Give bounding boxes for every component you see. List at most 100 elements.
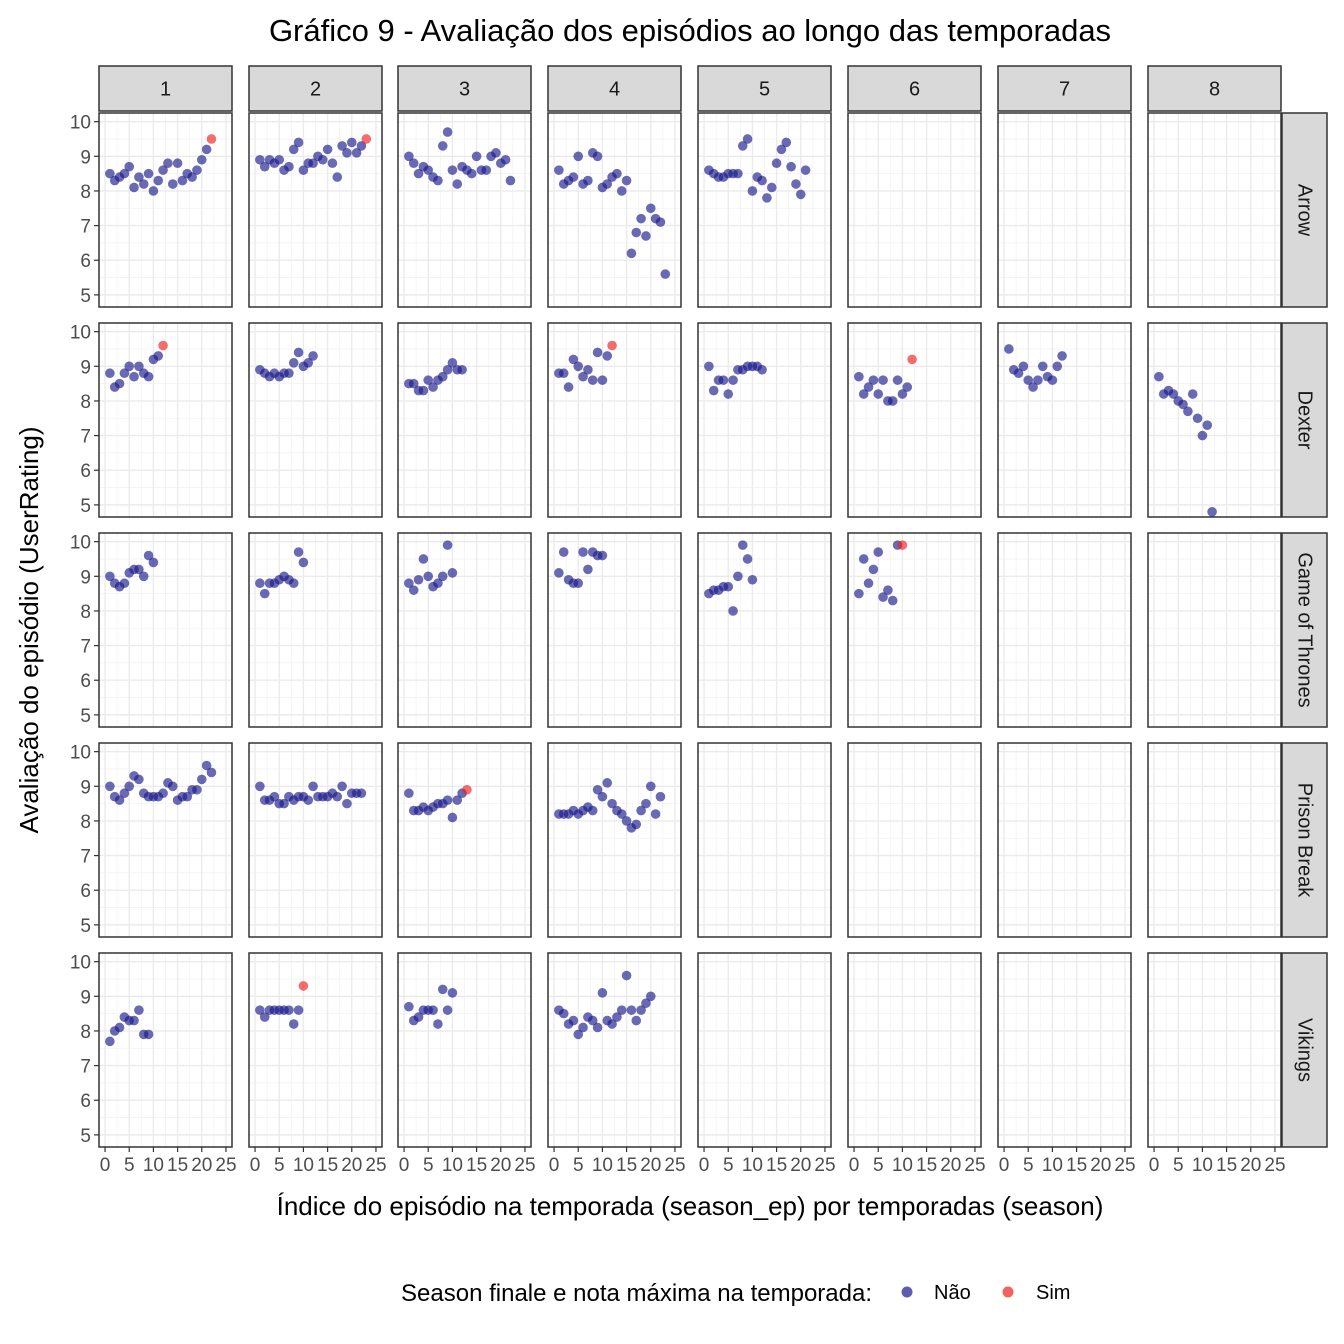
data-point xyxy=(433,578,443,589)
data-point xyxy=(428,382,438,392)
data-point xyxy=(1168,389,1179,399)
data-point xyxy=(558,547,569,557)
y-tick-label: 10 xyxy=(70,743,91,764)
data-point xyxy=(621,970,632,981)
y-tick-label: 5 xyxy=(80,496,91,517)
data-point xyxy=(158,788,168,799)
y-tick-label: 10 xyxy=(70,533,91,554)
x-tick-label: 10 xyxy=(742,1155,763,1176)
panel-dexter-season-7 xyxy=(998,323,1131,517)
chart-title: Gráfico 9 - Avaliação dos episódios ao l… xyxy=(269,13,1111,48)
data-point xyxy=(423,571,434,582)
data-point xyxy=(592,151,603,162)
data-point xyxy=(868,375,879,385)
x-tick-label: 0 xyxy=(399,1155,410,1176)
data-point xyxy=(1178,399,1188,410)
panel-game-of-thrones-season-8 xyxy=(1148,533,1281,727)
panel-border xyxy=(697,952,832,1148)
data-point xyxy=(641,998,651,1009)
data-point xyxy=(119,368,130,379)
y-tick-label: 9 xyxy=(80,777,91,798)
data-point xyxy=(192,784,202,795)
column-strip-label: 2 xyxy=(310,79,321,101)
data-point-finale xyxy=(897,540,908,550)
x-tick-label: 10 xyxy=(1192,1155,1213,1176)
data-point xyxy=(1033,375,1043,385)
data-point xyxy=(192,165,202,175)
y-tick-label: 8 xyxy=(80,392,91,413)
data-point-finale xyxy=(206,134,217,144)
data-point xyxy=(143,168,154,179)
data-point xyxy=(322,144,333,155)
data-point xyxy=(148,186,159,196)
row-strip-game-of-thrones xyxy=(1281,532,1328,728)
data-point xyxy=(428,1005,438,1015)
x-tick-label: 15 xyxy=(616,1155,637,1176)
data-point xyxy=(1047,375,1058,385)
data-point xyxy=(592,784,603,795)
legend-key-nao xyxy=(901,1286,913,1298)
data-point xyxy=(413,168,424,179)
x-tick-label: 5 xyxy=(1023,1155,1034,1176)
panel-game-of-thrones-season-1 xyxy=(99,533,232,727)
panel-vikings-season-2 xyxy=(249,953,382,1147)
data-point xyxy=(592,347,603,358)
data-point xyxy=(558,368,569,379)
data-point xyxy=(1013,368,1024,379)
data-point xyxy=(1052,361,1063,372)
panel-game-of-thrones-season-2 xyxy=(249,533,382,727)
panel-border xyxy=(697,112,832,308)
panel-border xyxy=(1147,952,1282,1148)
y-tick-label: 8 xyxy=(80,1022,91,1043)
x-tick-label: 20 xyxy=(640,1155,661,1176)
legend-label-nao: Não xyxy=(934,1282,971,1304)
panel-border xyxy=(248,112,383,308)
panel-game-of-thrones-season-3 xyxy=(398,533,531,727)
data-point xyxy=(119,788,130,799)
data-point xyxy=(854,371,864,382)
panel-border xyxy=(847,742,982,938)
data-point xyxy=(723,389,734,399)
data-point xyxy=(568,1015,579,1026)
y-tick-label: 8 xyxy=(80,812,91,833)
panel-arrow-season-3 xyxy=(398,113,531,307)
data-point xyxy=(578,371,588,382)
data-point xyxy=(293,547,304,557)
data-point xyxy=(655,217,666,227)
panel-game-of-thrones-season-7 xyxy=(998,533,1131,727)
data-point xyxy=(1018,361,1029,372)
data-point xyxy=(573,151,584,162)
data-point xyxy=(408,378,419,389)
data-point xyxy=(182,791,193,802)
x-tick-label: 0 xyxy=(100,1155,111,1176)
data-point xyxy=(201,144,212,155)
data-point xyxy=(573,1029,584,1040)
x-tick-label: 20 xyxy=(790,1155,811,1176)
data-point xyxy=(342,798,352,809)
row-strip-vikings xyxy=(1281,952,1328,1148)
data-point xyxy=(631,1015,642,1026)
data-point xyxy=(167,179,178,189)
data-point xyxy=(423,165,434,175)
x-tick-label: 5 xyxy=(423,1155,434,1176)
data-point xyxy=(288,1019,299,1029)
data-point xyxy=(902,382,913,392)
data-point xyxy=(288,144,299,155)
data-point xyxy=(172,158,183,169)
data-point xyxy=(573,578,584,589)
data-point xyxy=(616,809,627,819)
y-tick-label: 10 xyxy=(70,113,91,134)
data-point xyxy=(616,186,627,196)
data-point xyxy=(274,154,285,165)
data-point xyxy=(578,547,588,557)
panel-border xyxy=(547,742,682,938)
x-tick-label: 0 xyxy=(999,1155,1010,1176)
data-point xyxy=(134,1005,144,1015)
panel-arrow-season-5 xyxy=(698,113,831,307)
y-tick-label: 6 xyxy=(80,671,91,692)
data-point xyxy=(868,564,879,575)
data-point xyxy=(255,781,265,792)
x-tick-label: 20 xyxy=(341,1155,362,1176)
y-tick-label: 5 xyxy=(80,916,91,937)
